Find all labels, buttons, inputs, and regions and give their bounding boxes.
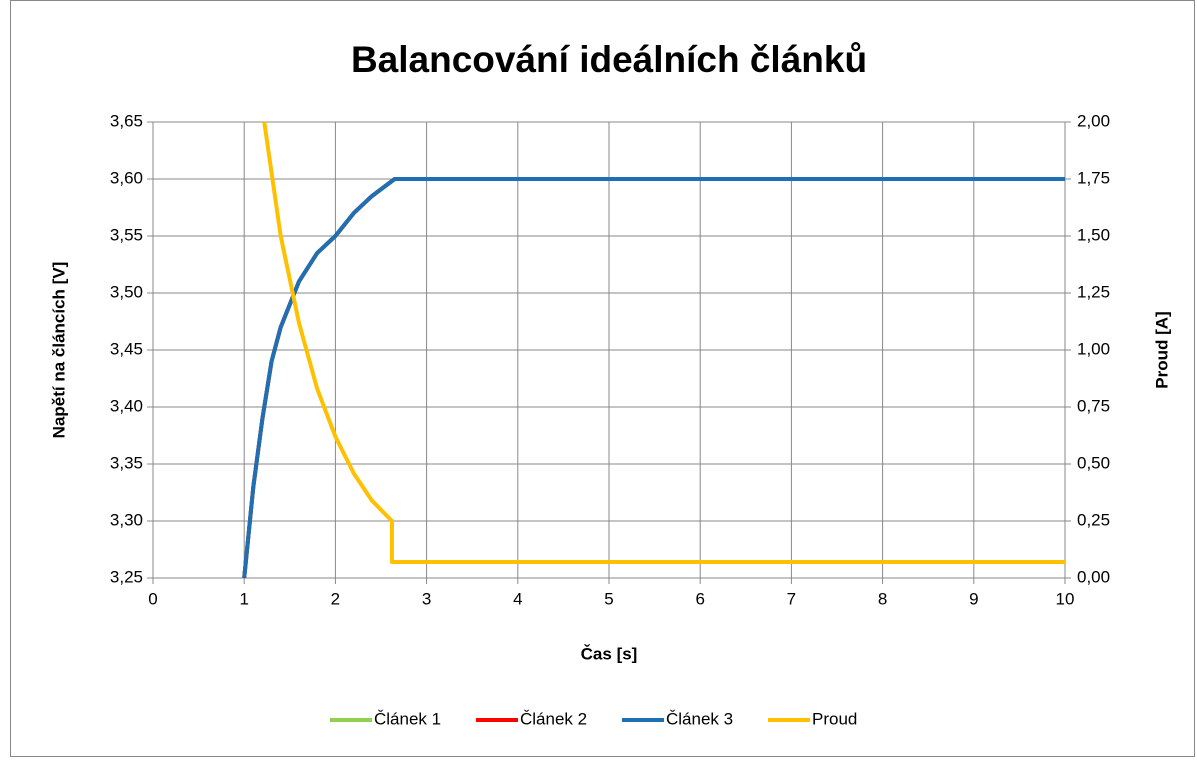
y2-tick-label: 1,25 xyxy=(1077,282,1110,301)
y2-axis-title: Proud [A] xyxy=(1152,311,1171,388)
x-tick-label: 1 xyxy=(239,589,248,608)
y2-tick-label: 0,00 xyxy=(1077,567,1110,586)
x-tick-label: 5 xyxy=(604,589,613,608)
y-tick-label: 3,30 xyxy=(110,510,143,529)
series-line xyxy=(242,177,1065,579)
legend-label: Článek 3 xyxy=(666,709,733,728)
legend-label: Článek 1 xyxy=(374,709,441,728)
y2-tick-label: 0,75 xyxy=(1077,396,1110,415)
series-line xyxy=(242,177,1065,579)
x-axis-title: Čas [s] xyxy=(581,644,638,663)
y-tick-label: 3,50 xyxy=(110,282,143,301)
x-tick-label: 3 xyxy=(422,589,431,608)
chart-title: Balancování ideálních článků xyxy=(351,39,867,80)
x-tick-label: 4 xyxy=(513,589,522,608)
series-line xyxy=(262,121,1065,565)
y-tick-label: 3,45 xyxy=(110,339,143,358)
y-tick-label: 3,65 xyxy=(110,111,143,130)
x-tick-label: 6 xyxy=(695,589,704,608)
y2-tick-label: 0,25 xyxy=(1077,510,1110,529)
y-tick-label: 3,55 xyxy=(110,225,143,244)
x-tick-label: 8 xyxy=(878,589,887,608)
y-tick-label: 3,40 xyxy=(110,396,143,415)
x-tick-label: 10 xyxy=(1056,589,1075,608)
legend-label: Článek 2 xyxy=(520,709,587,728)
y2-tick-label: 2,00 xyxy=(1077,111,1110,130)
chart-border xyxy=(10,0,1195,757)
x-tick-label: 9 xyxy=(969,589,978,608)
y2-tick-label: 1,50 xyxy=(1077,225,1110,244)
y2-tick-label: 1,00 xyxy=(1077,339,1110,358)
y2-tick-label: 1,75 xyxy=(1077,168,1110,187)
x-tick-label: 0 xyxy=(148,589,157,608)
series-line xyxy=(242,177,1065,579)
y-tick-label: 3,25 xyxy=(110,567,143,586)
y-tick-label: 3,60 xyxy=(110,168,143,187)
legend-label: Proud xyxy=(812,709,857,728)
y2-tick-label: 0,50 xyxy=(1077,453,1110,472)
y-tick-label: 3,35 xyxy=(110,453,143,472)
x-tick-label: 2 xyxy=(331,589,340,608)
x-tick-label: 7 xyxy=(787,589,796,608)
y-axis-title: Napětí na článcích [V] xyxy=(49,262,68,439)
